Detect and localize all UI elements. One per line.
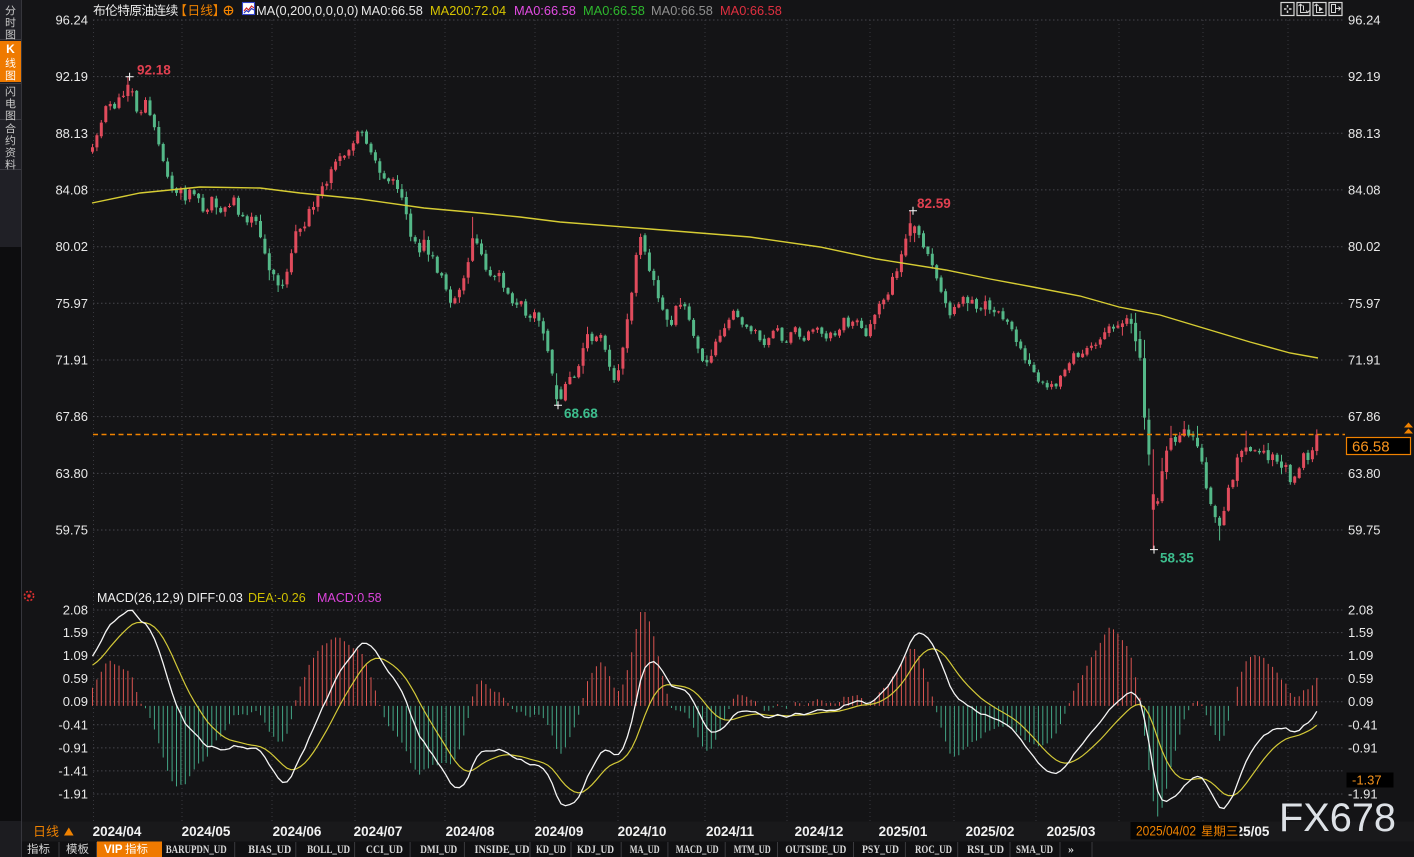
svg-text:1.59: 1.59 bbox=[1348, 625, 1373, 640]
svg-text:MA_UD: MA_UD bbox=[630, 844, 660, 856]
svg-text:67.86: 67.86 bbox=[55, 409, 88, 424]
svg-text:FX678: FX678 bbox=[1279, 796, 1396, 840]
svg-text:2024/05: 2024/05 bbox=[182, 824, 231, 839]
svg-text:-1.91: -1.91 bbox=[1348, 786, 1378, 801]
svg-text:-0.41: -0.41 bbox=[1348, 717, 1378, 732]
svg-text:MA0:66.58: MA0:66.58 bbox=[720, 3, 782, 18]
svg-text:67.86: 67.86 bbox=[1348, 409, 1381, 424]
svg-text:BIAS_UD: BIAS_UD bbox=[248, 844, 291, 856]
svg-text:2024/12: 2024/12 bbox=[795, 824, 844, 839]
svg-text:-0.41: -0.41 bbox=[58, 717, 88, 732]
svg-text:2024/04: 2024/04 bbox=[93, 824, 142, 839]
svg-text:92.19: 92.19 bbox=[1348, 69, 1381, 84]
svg-text:-1.91: -1.91 bbox=[58, 786, 88, 801]
svg-text:68.68: 68.68 bbox=[564, 406, 598, 421]
svg-text:80.02: 80.02 bbox=[1348, 239, 1381, 254]
svg-text:SMA_UD: SMA_UD bbox=[1016, 844, 1053, 856]
svg-text:INSIDE_UD: INSIDE_UD bbox=[475, 844, 530, 856]
svg-text:92.19: 92.19 bbox=[55, 69, 88, 84]
svg-text:2024/08: 2024/08 bbox=[446, 824, 495, 839]
svg-text:0.09: 0.09 bbox=[1348, 694, 1373, 709]
svg-text:MACD:0.58: MACD:0.58 bbox=[317, 591, 382, 605]
svg-text:DEA:-0.26: DEA:-0.26 bbox=[248, 591, 306, 605]
svg-text:VIP: VIP bbox=[104, 844, 123, 856]
svg-text:-1.41: -1.41 bbox=[58, 763, 88, 778]
svg-text:84.08: 84.08 bbox=[1348, 182, 1381, 197]
svg-text:1.59: 1.59 bbox=[63, 625, 88, 640]
svg-text:2025/01: 2025/01 bbox=[879, 824, 928, 839]
svg-text:K: K bbox=[6, 42, 15, 56]
svg-text:MA200:72.04: MA200:72.04 bbox=[430, 3, 506, 18]
svg-text:96.24: 96.24 bbox=[1348, 13, 1381, 28]
svg-text:2025/04/02: 2025/04/02 bbox=[1136, 824, 1196, 839]
svg-text:59.75: 59.75 bbox=[55, 522, 88, 537]
svg-text:2024/06: 2024/06 bbox=[273, 824, 322, 839]
svg-text:KD_UD: KD_UD bbox=[536, 844, 566, 856]
svg-text:RSI_UD: RSI_UD bbox=[967, 844, 1004, 856]
svg-text:MA0:66.58: MA0:66.58 bbox=[651, 3, 713, 18]
svg-text:84.08: 84.08 bbox=[55, 182, 88, 197]
svg-text:MACD_UD: MACD_UD bbox=[676, 844, 719, 856]
svg-text:1.09: 1.09 bbox=[1348, 648, 1373, 663]
svg-text:88.13: 88.13 bbox=[55, 126, 88, 141]
svg-text:»: » bbox=[1068, 842, 1074, 856]
svg-text:MA0:66.58: MA0:66.58 bbox=[361, 3, 423, 18]
svg-text:63.80: 63.80 bbox=[55, 466, 88, 481]
svg-text:PSY_UD: PSY_UD bbox=[862, 844, 899, 856]
svg-text:CCI_UD: CCI_UD bbox=[366, 844, 403, 856]
svg-text:2024/11: 2024/11 bbox=[706, 824, 755, 839]
svg-text:DMI_UD: DMI_UD bbox=[420, 844, 457, 856]
svg-text:-0.91: -0.91 bbox=[1348, 740, 1378, 755]
svg-text:2025/03: 2025/03 bbox=[1047, 824, 1096, 839]
svg-text:1.09: 1.09 bbox=[63, 648, 88, 663]
svg-text:75.97: 75.97 bbox=[55, 296, 88, 311]
svg-text:71.91: 71.91 bbox=[1348, 353, 1381, 368]
svg-text:-1.37: -1.37 bbox=[1352, 773, 1382, 788]
svg-text:96.24: 96.24 bbox=[55, 13, 88, 28]
svg-text:2.08: 2.08 bbox=[63, 602, 88, 617]
svg-text:MA0:66.58: MA0:66.58 bbox=[583, 3, 645, 18]
svg-text:2025/02: 2025/02 bbox=[966, 824, 1015, 839]
svg-text:63.80: 63.80 bbox=[1348, 466, 1381, 481]
svg-text:0.09: 0.09 bbox=[63, 694, 88, 709]
svg-text:BOLL_UD: BOLL_UD bbox=[307, 844, 350, 856]
svg-text:MA(0,200,0,0,0,0): MA(0,200,0,0,0,0) bbox=[256, 3, 358, 18]
svg-text:92.18: 92.18 bbox=[137, 63, 171, 78]
svg-text:82.59: 82.59 bbox=[917, 196, 951, 211]
svg-text:KDJ_UD: KDJ_UD bbox=[577, 844, 614, 856]
svg-text:MA0:66.58: MA0:66.58 bbox=[514, 3, 576, 18]
svg-text:-0.91: -0.91 bbox=[58, 740, 88, 755]
svg-text:66.58: 66.58 bbox=[1352, 439, 1390, 456]
svg-text:MACD(26,12,9) DIFF:0.03: MACD(26,12,9) DIFF:0.03 bbox=[97, 591, 243, 605]
svg-text:ROC_UD: ROC_UD bbox=[915, 844, 952, 856]
svg-text:2024/10: 2024/10 bbox=[618, 824, 667, 839]
svg-text:0.59: 0.59 bbox=[63, 671, 88, 686]
svg-text:MTM_UD: MTM_UD bbox=[734, 844, 771, 856]
svg-text:2024/07: 2024/07 bbox=[354, 824, 403, 839]
svg-text:58.35: 58.35 bbox=[1160, 551, 1194, 566]
svg-text:BARUPDN_UD: BARUPDN_UD bbox=[166, 844, 227, 856]
svg-text:59.75: 59.75 bbox=[1348, 522, 1381, 537]
svg-text:80.02: 80.02 bbox=[55, 239, 88, 254]
svg-text:75.97: 75.97 bbox=[1348, 296, 1381, 311]
svg-text:88.13: 88.13 bbox=[1348, 126, 1381, 141]
svg-text:OUTSIDE_UD: OUTSIDE_UD bbox=[785, 844, 846, 856]
svg-text:0.59: 0.59 bbox=[1348, 671, 1373, 686]
svg-text:71.91: 71.91 bbox=[55, 353, 88, 368]
svg-text:2.08: 2.08 bbox=[1348, 602, 1373, 617]
svg-text:2024/09: 2024/09 bbox=[535, 824, 584, 839]
